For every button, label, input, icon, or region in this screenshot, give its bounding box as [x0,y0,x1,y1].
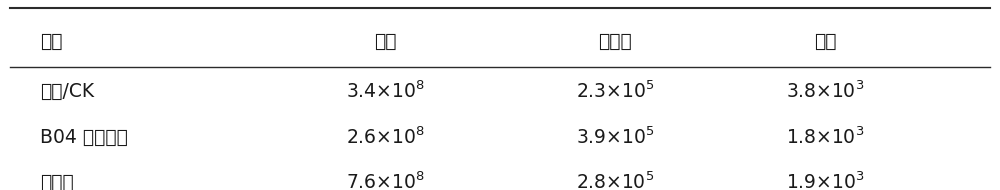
Text: B04 生物制剂: B04 生物制剂 [40,128,128,147]
Text: 2.3×10$^{5}$: 2.3×10$^{5}$ [576,80,654,102]
Text: 1.9×10$^{3}$: 1.9×10$^{3}$ [786,172,864,190]
Text: 细菌: 细菌 [374,32,396,51]
Text: 3.4×10$^{8}$: 3.4×10$^{8}$ [346,80,424,102]
Text: 对照/CK: 对照/CK [40,82,94,101]
Text: 2.8×10$^{5}$: 2.8×10$^{5}$ [576,172,654,190]
Text: 2.6×10$^{8}$: 2.6×10$^{8}$ [346,127,424,149]
Text: 真菌: 真菌 [814,32,836,51]
Text: 处理: 处理 [40,32,62,51]
Text: 3.8×10$^{3}$: 3.8×10$^{3}$ [786,80,864,102]
Text: 放线菌: 放线菌 [598,32,632,51]
Text: 1.8×10$^{3}$: 1.8×10$^{3}$ [786,127,864,149]
Text: 3.9×10$^{5}$: 3.9×10$^{5}$ [576,127,654,149]
Text: 蝙蝇粪: 蝙蝇粪 [40,173,74,190]
Text: 7.6×10$^{8}$: 7.6×10$^{8}$ [346,172,424,190]
